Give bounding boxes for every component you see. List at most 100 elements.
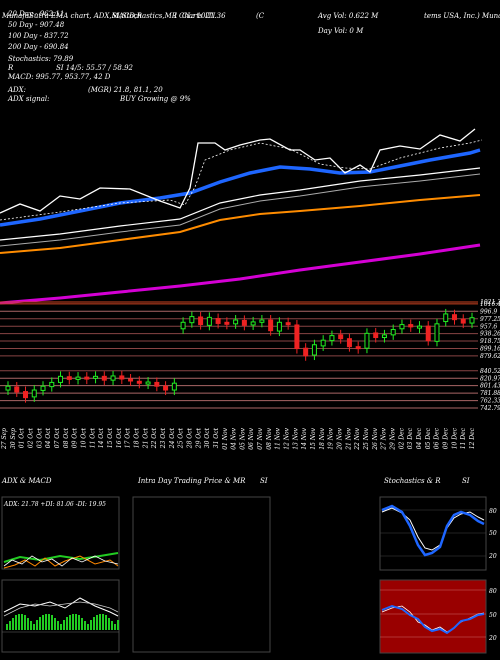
date-label: 25 Nov [363,427,370,450]
candle-body [320,339,326,347]
price-level-label: 957.6 [480,323,497,330]
date-label: 25 Oct [178,427,185,449]
plus-di-line [3,555,119,569]
macd-histogram-bar [111,621,113,630]
candle-body [250,321,256,326]
price-level-label: 996.9 [480,308,497,315]
candle-body [206,316,212,326]
macd-histogram-bar [63,620,65,630]
date-label: 03 Oct [36,427,43,448]
candle-body [58,375,64,383]
date-label: 07 Nov [257,427,264,449]
date-label: 06 Dec [434,427,441,449]
date-label: 21 Nov [345,427,352,450]
adx-signal-value: BUY Growing @ 9% [120,95,191,103]
date-label: 14 Nov [301,427,308,449]
macd-histogram-bar [105,615,107,630]
price-level-label: 762.33 [480,398,500,405]
date-label: 08 Nov [266,427,273,449]
candle-body [180,321,186,330]
date-label: 02 Dec [398,427,405,449]
date-label: 09 Dec [443,427,450,449]
candle-body [110,375,116,381]
intra-day-si: SI [260,477,268,485]
date-label: 15 Oct [107,427,114,448]
candle-body [469,317,475,324]
macd-histogram-bar [30,621,32,630]
adx-label: ADX: [8,86,27,94]
date-label: 12 Nov [284,427,291,449]
price-level-label: 977.25 [480,316,500,323]
date-label: 21 Oct [142,427,149,449]
date-label: 23 Oct [160,427,167,449]
stoch-rsi-si: SI [462,477,470,485]
macd-histogram-bar [90,620,92,630]
price-level-label: 781.88 [480,390,500,397]
candle-body [224,321,230,325]
date-label: 01 Oct [19,427,26,448]
date-label: 15 Nov [310,427,317,449]
candle-body [128,378,134,382]
date-label: 26 Nov [372,427,379,450]
date-label: 17 Oct [125,427,132,448]
macd-histogram-bar [9,621,11,630]
candle-body [101,375,107,381]
date-label: 04 Nov [231,427,238,449]
stoch-value: Stochastics: 79.89 [8,55,74,63]
date-label: 11 Nov [275,427,282,449]
price-level-label: 1016.44 [480,301,500,308]
chart-title-4: (C [256,12,265,20]
candle-body [355,346,361,350]
candle-body [233,319,239,325]
date-label: 22 Oct [151,427,158,449]
date-label: 01 Nov [222,427,229,449]
macd-histogram-bar [48,614,50,630]
date-label: 13 Nov [292,427,299,449]
date-label: 05 Nov [239,427,246,449]
candle-body [31,389,37,398]
close-line [0,128,476,214]
stoch-rsi-title: Stochastics & R [384,477,441,485]
stoch-tick-20: 20 [488,553,497,560]
date-label: 07 Oct [54,427,61,448]
minus-di-line [3,555,119,567]
macd-histogram-bar [42,615,44,630]
date-label: 31 Oct [213,427,220,448]
candle-body [451,314,457,321]
candle-body [49,381,55,388]
price-chart: 1021.361016.44996.9977.25957.6938.26918.… [0,128,500,451]
date-label: 22 Nov [354,427,361,450]
macd-histogram-bar [102,614,104,630]
macd-histogram-bar [78,615,80,630]
price-axis: 1021.361016.44996.9977.25957.6938.26918.… [480,299,500,412]
ema50-line-b [0,173,481,247]
macd-histogram-bar [93,617,95,630]
date-label: 28 Oct [186,427,193,449]
rsi-tick-20: 20 [488,635,497,642]
macd-histogram-bar [96,615,98,630]
macd-histogram-bar [117,620,119,630]
candle-body [40,385,46,391]
price-level-label: 899.16 [480,345,500,352]
adx-readout: ADX: 21.78 +DI: 81.06 -DI: 19.95 [3,501,106,508]
candle-body [364,332,370,349]
price-level-label: 801.43 [480,383,500,390]
macd-histogram-bar [54,618,56,630]
candle-body [425,325,431,342]
price-level-label: 840.52 [480,368,500,375]
ema20-line [0,148,481,227]
date-label: 14 Oct [98,427,105,448]
date-label: 06 Nov [248,427,255,449]
date-label: 30 Sep [10,428,17,449]
candle-body [311,344,317,356]
macd-histogram-bar [36,620,38,630]
macd-signal-line [3,601,119,617]
price-level-label: 918.75 [480,338,500,345]
candle-body [390,329,396,336]
macd-histogram-bar [57,621,59,630]
candle-body [268,319,274,332]
macd-histogram-bar [21,614,23,630]
candle-body [136,380,142,384]
candle-body [198,316,204,326]
candle-body [329,335,335,342]
